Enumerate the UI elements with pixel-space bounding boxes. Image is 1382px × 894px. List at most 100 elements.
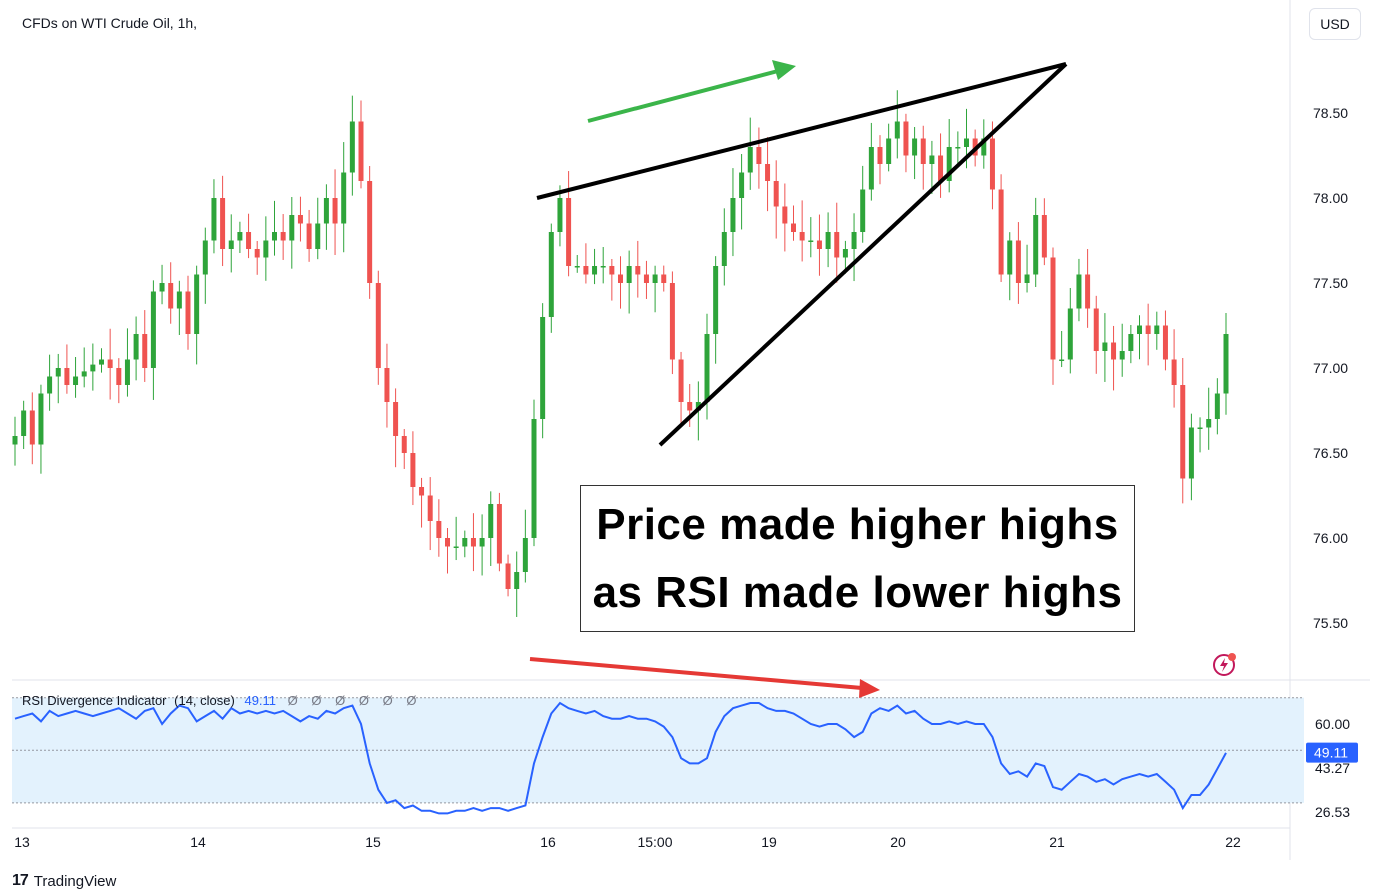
lower-wedge-line[interactable] bbox=[658, 62, 1068, 447]
candle bbox=[202, 227, 208, 304]
candle-body bbox=[1067, 308, 1073, 360]
candle bbox=[323, 184, 329, 250]
candle bbox=[358, 100, 364, 189]
rsi-line bbox=[14, 701, 1227, 815]
candle-body bbox=[955, 147, 961, 149]
candle bbox=[531, 399, 537, 547]
candle-body bbox=[998, 189, 1004, 275]
candle bbox=[280, 214, 286, 260]
candle bbox=[868, 122, 874, 201]
candle bbox=[73, 356, 79, 398]
upper-wedge-line[interactable] bbox=[536, 62, 1067, 200]
candle bbox=[116, 358, 122, 404]
symbol-title[interactable]: CFDs on WTI Crude Oil, 1h, bbox=[22, 15, 198, 31]
candle bbox=[894, 90, 900, 159]
candle-body bbox=[237, 232, 243, 241]
candle bbox=[946, 119, 952, 193]
candle bbox=[1024, 244, 1030, 293]
tradingview-logo-icon: 17 bbox=[12, 872, 29, 889]
candle bbox=[747, 117, 753, 190]
candle-body bbox=[427, 495, 433, 521]
time-tick-label: 15 bbox=[365, 834, 381, 850]
candle bbox=[583, 243, 589, 284]
candle-body bbox=[592, 266, 598, 275]
candle bbox=[1033, 197, 1039, 287]
candle bbox=[185, 275, 191, 350]
candle bbox=[1067, 288, 1073, 374]
candle-body bbox=[773, 181, 779, 207]
candle-body bbox=[886, 138, 892, 164]
candle bbox=[808, 217, 814, 258]
candle-body bbox=[661, 274, 667, 283]
candle bbox=[721, 208, 727, 286]
candle-body bbox=[1206, 419, 1212, 428]
candle-body bbox=[73, 376, 79, 385]
tradingview-brand[interactable]: 17 TradingView bbox=[12, 872, 116, 890]
candle-body bbox=[669, 283, 675, 360]
candle-body bbox=[315, 223, 321, 249]
candle-body bbox=[55, 368, 61, 377]
candle bbox=[21, 400, 27, 450]
candle-body bbox=[860, 189, 866, 232]
rsi-legend-params: (14, close) bbox=[174, 693, 235, 708]
candle bbox=[462, 530, 468, 558]
candle bbox=[479, 514, 485, 576]
candle-body bbox=[531, 419, 537, 538]
candle-body bbox=[687, 402, 693, 411]
candle-body bbox=[1119, 351, 1125, 360]
candle-body bbox=[1085, 274, 1091, 309]
candle bbox=[566, 171, 572, 277]
lightning-alert-icon[interactable] bbox=[1212, 651, 1238, 677]
rsi-axis: 60.00 43.27 26.53 49.11 bbox=[1306, 716, 1358, 820]
candle-body bbox=[1128, 334, 1134, 351]
candle-body bbox=[1102, 342, 1108, 351]
candle bbox=[168, 262, 174, 324]
candle-body bbox=[107, 359, 113, 368]
candle bbox=[90, 343, 96, 391]
candle-body bbox=[557, 198, 563, 232]
candle bbox=[1154, 311, 1160, 350]
candle bbox=[496, 492, 502, 572]
candle-body bbox=[263, 240, 269, 258]
candle-body bbox=[375, 283, 381, 368]
candle bbox=[548, 223, 554, 333]
candle bbox=[332, 169, 338, 255]
candle-body bbox=[1111, 342, 1117, 360]
candle bbox=[1111, 325, 1117, 391]
rsi-legend-flag: Ø bbox=[406, 693, 416, 708]
candle bbox=[1206, 387, 1212, 450]
candle bbox=[341, 142, 347, 253]
time-tick-label: 20 bbox=[890, 834, 906, 850]
candle bbox=[1171, 329, 1177, 408]
red-down-arrow[interactable] bbox=[529, 657, 880, 698]
candle-body bbox=[280, 232, 286, 241]
candle-body bbox=[574, 266, 580, 268]
price-tick-label: 77.50 bbox=[1313, 275, 1348, 291]
candle-body bbox=[782, 206, 788, 224]
candle bbox=[739, 154, 745, 230]
candle bbox=[436, 499, 442, 557]
candle-body bbox=[64, 368, 70, 385]
candle bbox=[669, 271, 675, 375]
candle bbox=[540, 303, 546, 439]
candle-body bbox=[747, 147, 753, 173]
candle-body bbox=[981, 138, 987, 156]
candle bbox=[592, 248, 598, 285]
candle-body bbox=[116, 368, 122, 385]
candle-body bbox=[341, 172, 347, 224]
price-axis: 78.50 78.00 77.50 77.00 76.50 76.00 75.50 bbox=[1313, 105, 1348, 631]
candle-body bbox=[868, 147, 874, 190]
candle bbox=[514, 551, 520, 617]
candle bbox=[851, 213, 857, 282]
candle-body bbox=[791, 223, 796, 232]
candle-body bbox=[522, 538, 528, 572]
candle-body bbox=[618, 274, 623, 283]
candle-body bbox=[964, 138, 969, 147]
green-up-arrow[interactable] bbox=[587, 60, 796, 123]
candle-body bbox=[297, 215, 303, 224]
candle-body bbox=[453, 546, 459, 548]
currency-button[interactable]: USD bbox=[1309, 8, 1361, 40]
candle-body bbox=[436, 521, 442, 538]
candle-body bbox=[220, 198, 226, 249]
